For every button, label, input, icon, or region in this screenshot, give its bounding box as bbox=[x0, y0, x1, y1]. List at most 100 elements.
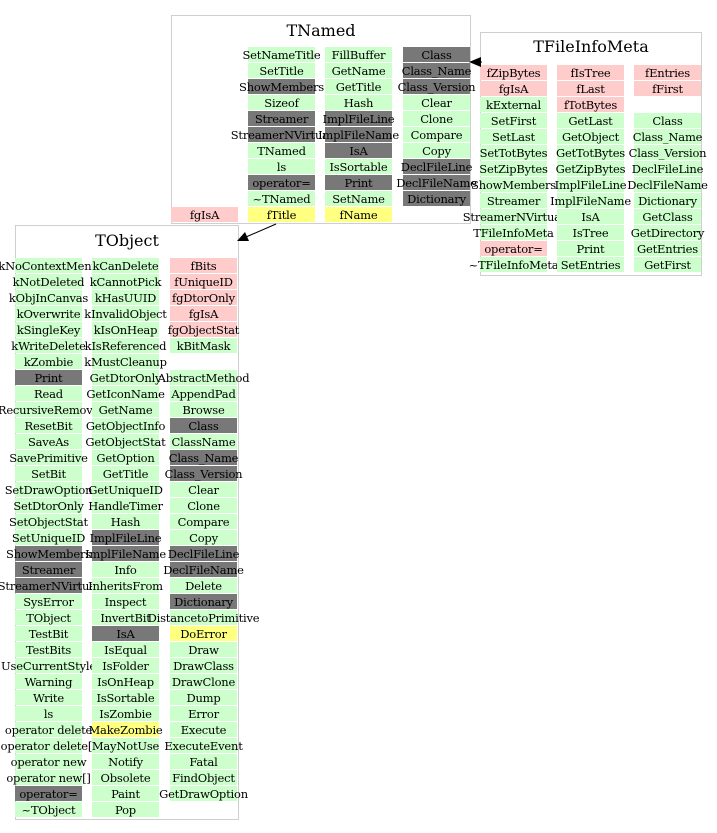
tobject-member-showmembers[interactable]: ShowMembers bbox=[6, 546, 91, 561]
tfileinfometa-member-settotbytes[interactable]: SetTotBytes bbox=[479, 145, 548, 160]
tobject-member-warning[interactable]: Warning bbox=[15, 674, 82, 689]
tfileinfometa-member-flast[interactable]: fLast bbox=[557, 81, 624, 96]
tobject-member-implfilename[interactable]: ImplFileName bbox=[85, 546, 166, 561]
tfileinfometa-member-getlast[interactable]: GetLast bbox=[557, 113, 624, 128]
tobject-member-findobject[interactable]: FindObject bbox=[170, 770, 237, 785]
tfileinfometa-member-streamernvirtual[interactable]: StreamerNVirtual bbox=[462, 209, 565, 224]
tobject-member-ls[interactable]: ls bbox=[15, 706, 82, 721]
tobject-member-error[interactable]: Error bbox=[170, 706, 237, 721]
tobject-member-inheritsfrom[interactable]: InheritsFrom bbox=[88, 578, 163, 593]
tobject-member-paint[interactable]: Paint bbox=[92, 786, 159, 801]
tobject-member-notify[interactable]: Notify bbox=[92, 754, 159, 769]
tobject-member-operator-new-[interactable]: operator new[] bbox=[6, 770, 91, 785]
tfileinfometa-member-setlast[interactable]: SetLast bbox=[480, 129, 547, 144]
tobject-member-streamernvirtual[interactable]: StreamerNVirtual bbox=[0, 578, 100, 593]
tfileinfometa-member--tfileinfometa[interactable]: ~TFileInfoMeta bbox=[468, 257, 559, 272]
tfileinfometa-member-streamer[interactable]: Streamer bbox=[480, 193, 547, 208]
tobject-member-geticonname[interactable]: GetIconName bbox=[86, 386, 165, 401]
tnamed-member-settitle[interactable]: SetTitle bbox=[248, 63, 315, 78]
tfileinfometa-member-setfirst[interactable]: SetFirst bbox=[480, 113, 547, 128]
tfileinfometa-member-print[interactable]: Print bbox=[557, 241, 624, 256]
tobject-member-koverwrite[interactable]: kOverwrite bbox=[15, 306, 82, 321]
tobject-member-saveprimitive[interactable]: SavePrimitive bbox=[9, 450, 88, 465]
tfileinfometa-member-class[interactable]: Class bbox=[634, 113, 701, 128]
tnamed-member-operator-[interactable]: operator= bbox=[248, 175, 315, 190]
tobject-member-saveas[interactable]: SaveAs bbox=[15, 434, 82, 449]
tobject-member-read[interactable]: Read bbox=[15, 386, 82, 401]
tobject-member-khasuuid[interactable]: kHasUUID bbox=[92, 290, 159, 305]
tobject-member-ksinglekey[interactable]: kSingleKey bbox=[15, 322, 82, 337]
tfileinfometa-member-fgisa[interactable]: fgIsA bbox=[480, 81, 547, 96]
tnamed-member-class[interactable]: Class bbox=[403, 47, 470, 62]
tobject-member-getobjectstat[interactable]: GetObjectStat bbox=[85, 434, 166, 449]
tobject-member-fatal[interactable]: Fatal bbox=[170, 754, 237, 769]
tfileinfometa-member-ffirst[interactable]: fFirst bbox=[634, 81, 701, 96]
tnamed-member-dictionary[interactable]: Dictionary bbox=[403, 191, 470, 206]
tobject-member-isonheap[interactable]: IsOnHeap bbox=[92, 674, 159, 689]
tnamed-member-showmembers[interactable]: ShowMembers bbox=[239, 79, 324, 94]
tobject-member-draw[interactable]: Draw bbox=[170, 642, 237, 657]
tobject-member-operator-delete-[interactable]: operator delete[] bbox=[0, 738, 97, 753]
tobject-member-fgdtoronly[interactable]: fgDtorOnly bbox=[170, 290, 237, 305]
tnamed-member-ls[interactable]: ls bbox=[248, 159, 315, 174]
tobject-member-clone[interactable]: Clone bbox=[170, 498, 237, 513]
tfileinfometa-member-fentries[interactable]: fEntries bbox=[634, 65, 701, 80]
tobject-member-browse[interactable]: Browse bbox=[170, 402, 237, 417]
tobject-member-setuniqueid[interactable]: SetUniqueID bbox=[11, 530, 86, 545]
tobject-member-getobjectinfo[interactable]: GetObjectInfo bbox=[85, 418, 166, 433]
tobject-member-kmustcleanup[interactable]: kMustCleanup bbox=[84, 354, 167, 369]
tobject-member-isequal[interactable]: IsEqual bbox=[92, 642, 159, 657]
tobject-member-kinvalidobject[interactable]: kInvalidObject bbox=[84, 306, 167, 321]
tobject-member-isa[interactable]: IsA bbox=[92, 626, 159, 641]
tobject-member-knotdeleted[interactable]: kNotDeleted bbox=[12, 274, 85, 289]
tobject-member-compare[interactable]: Compare bbox=[170, 514, 237, 529]
tfileinfometa-member-class-name[interactable]: Class_Name bbox=[632, 129, 703, 144]
tobject-member-kbitmask[interactable]: kBitMask bbox=[170, 338, 237, 353]
tobject-member-iszombie[interactable]: IsZombie bbox=[92, 706, 159, 721]
tobject-member-hash[interactable]: Hash bbox=[92, 514, 159, 529]
tobject-member-kcannotpick[interactable]: kCannotPick bbox=[89, 274, 162, 289]
tfileinfometa-member-setentries[interactable]: SetEntries bbox=[557, 257, 624, 272]
tnamed-member-clone[interactable]: Clone bbox=[403, 111, 470, 126]
tobject-member-getdtoronly[interactable]: GetDtorOnly bbox=[89, 370, 162, 385]
tfileinfometa-member-class-version[interactable]: Class_Version bbox=[628, 145, 707, 160]
tobject-member-kisonheap[interactable]: kIsOnHeap bbox=[92, 322, 159, 337]
tobject-member-drawclone[interactable]: DrawClone bbox=[170, 674, 237, 689]
tnamed-member-fillbuffer[interactable]: FillBuffer bbox=[325, 47, 392, 62]
tfileinfometa-member-kexternal[interactable]: kExternal bbox=[480, 97, 547, 112]
tobject-member-knocontextmenu[interactable]: kNoContextMenu bbox=[0, 258, 99, 273]
tfileinfometa-member-dictionary[interactable]: Dictionary bbox=[634, 193, 701, 208]
tobject-member-declfilename[interactable]: DeclFileName bbox=[163, 562, 244, 577]
tnamed-member-isa[interactable]: IsA bbox=[325, 143, 392, 158]
tobject-member-dictionary[interactable]: Dictionary bbox=[170, 594, 237, 609]
tfileinfometa-member-declfilename[interactable]: DeclFileName bbox=[627, 177, 708, 192]
tfileinfometa-member-operator-[interactable]: operator= bbox=[480, 241, 547, 256]
tfileinfometa-member-showmembers[interactable]: ShowMembers bbox=[471, 177, 556, 192]
tfileinfometa-member-implfilename[interactable]: ImplFileName bbox=[550, 193, 631, 208]
tobject-member-kzombie[interactable]: kZombie bbox=[15, 354, 82, 369]
tobject-member--tobject[interactable]: ~TObject bbox=[15, 802, 82, 817]
tfileinfometa-member-implfileline[interactable]: ImplFileLine bbox=[554, 177, 627, 192]
tobject-member-kwritedelete[interactable]: kWriteDelete bbox=[11, 338, 86, 353]
tobject-member-recursiveremove[interactable]: RecursiveRemove bbox=[0, 402, 100, 417]
tnamed-member-setname[interactable]: SetName bbox=[325, 191, 392, 206]
tfileinfometa-member-getentries[interactable]: GetEntries bbox=[634, 241, 701, 256]
tobject-member-fbits[interactable]: fBits bbox=[170, 258, 237, 273]
tobject-member-getoption[interactable]: GetOption bbox=[92, 450, 159, 465]
tobject-member-info[interactable]: Info bbox=[92, 562, 159, 577]
tnamed-member-class-name[interactable]: Class_Name bbox=[401, 63, 472, 78]
tobject-member-write[interactable]: Write bbox=[15, 690, 82, 705]
tobject-member-pop[interactable]: Pop bbox=[92, 802, 159, 817]
tobject-member-distancetoprimitive[interactable]: DistancetoPrimitive bbox=[147, 610, 260, 625]
tfileinfometa-member-istree[interactable]: IsTree bbox=[557, 225, 624, 240]
tobject-member-abstractmethod[interactable]: AbstractMethod bbox=[157, 370, 250, 385]
tfileinfometa-member-fistree[interactable]: fIsTree bbox=[557, 65, 624, 80]
tobject-member-class-version[interactable]: Class_Version bbox=[164, 466, 243, 481]
tobject-member-setobjectstat[interactable]: SetObjectStat bbox=[9, 514, 88, 529]
tnamed-member-declfilename[interactable]: DeclFileName bbox=[396, 175, 477, 190]
tnamed-member-fname[interactable]: fName bbox=[325, 207, 392, 222]
tobject-member-setdrawoption[interactable]: SetDrawOption bbox=[4, 482, 93, 497]
tfileinfometa-member-declfileline[interactable]: DeclFileLine bbox=[631, 161, 704, 176]
tnamed-member-setnametitle[interactable]: SetNameTitle bbox=[242, 47, 321, 62]
tobject-member-executeevent[interactable]: ExecuteEvent bbox=[164, 738, 243, 753]
